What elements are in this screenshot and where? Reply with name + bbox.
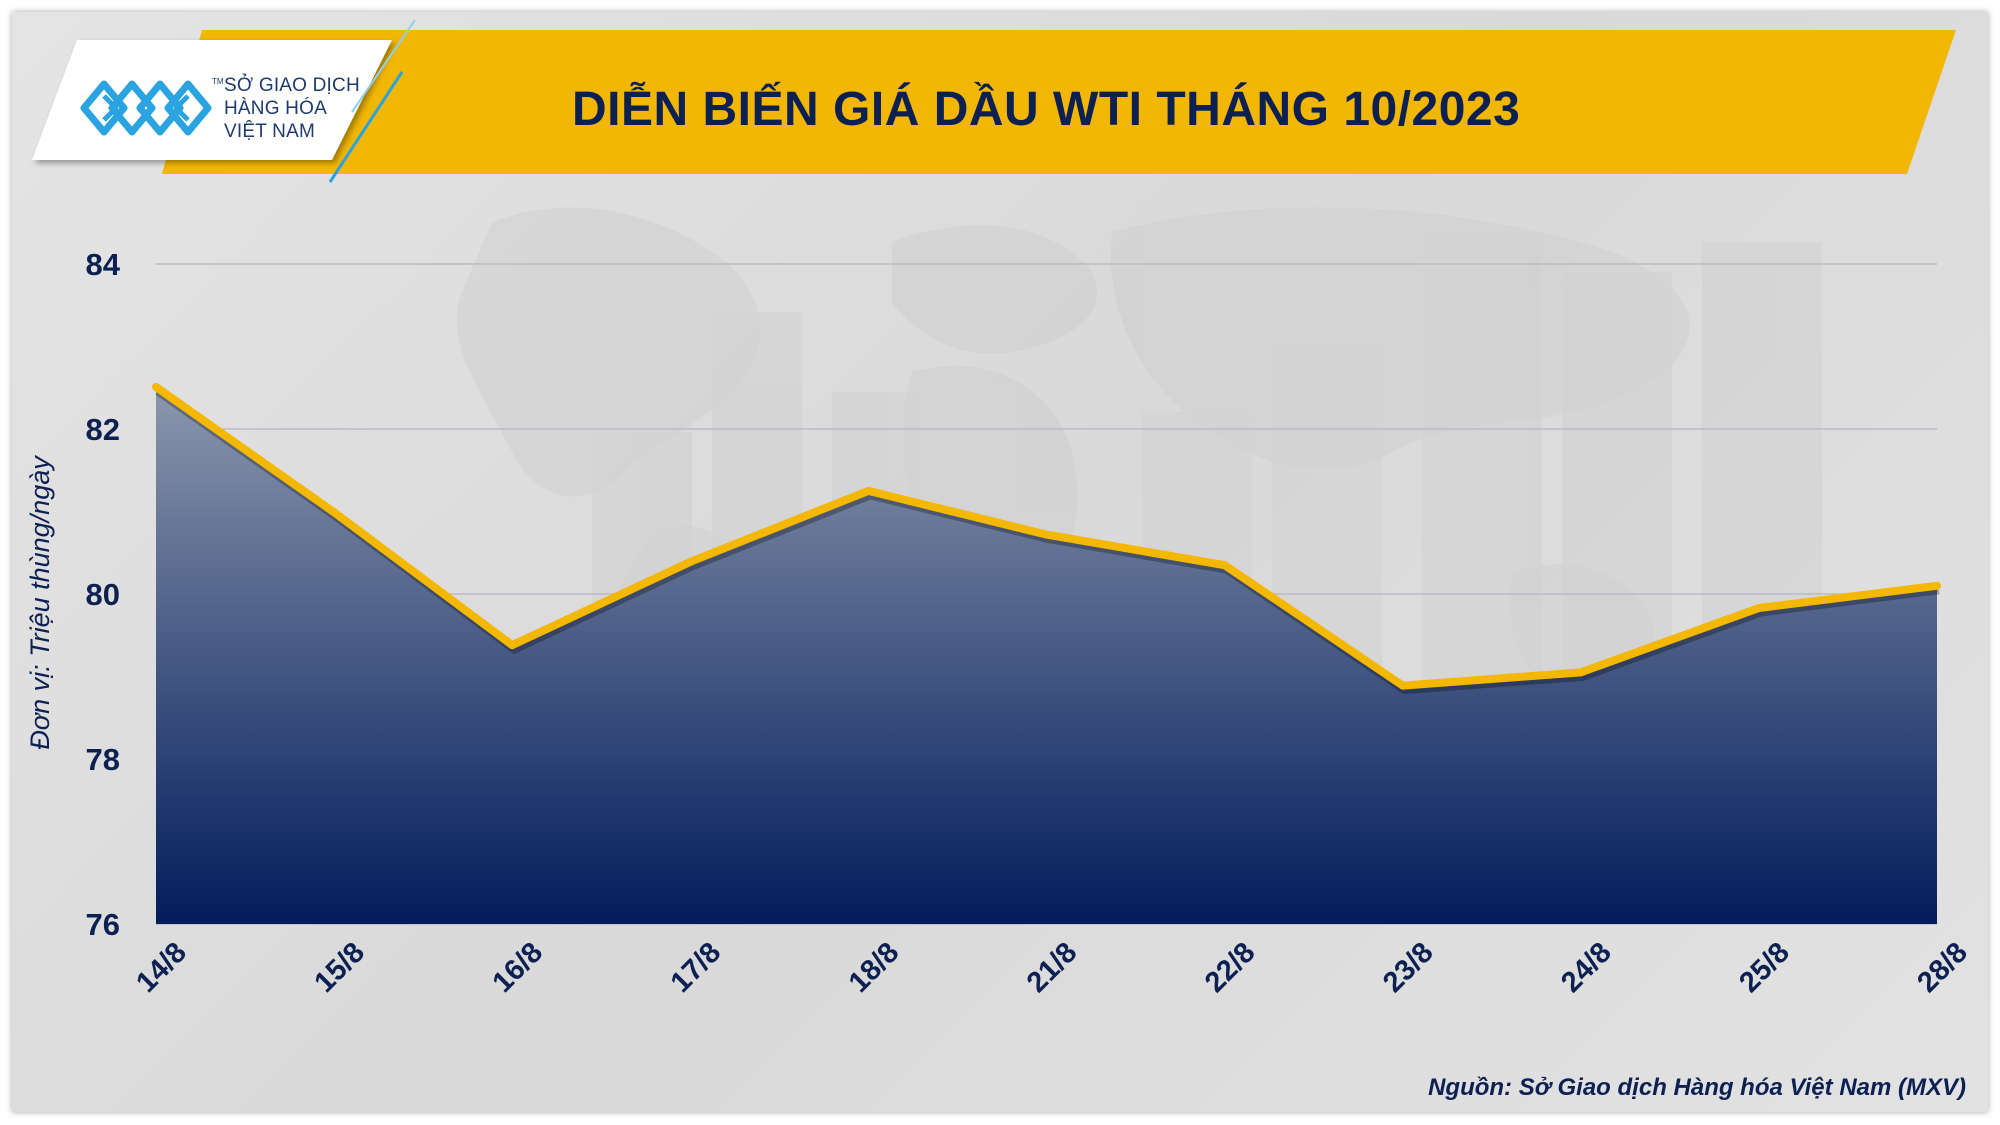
- source-note: Nguồn: Sở Giao dịch Hàng hóa Việt Nam (M…: [1428, 1074, 1966, 1101]
- x-tick-label: 28/8: [1911, 936, 1974, 999]
- data-point: [1042, 530, 1051, 539]
- x-tick-label: 14/8: [130, 936, 193, 999]
- chart-frame: TM SỞ GIAO DỊCH HÀNG HÓA VIỆT NAM DIỄN B…: [12, 12, 1988, 1112]
- price-area-chart: 76 78 80 82 84 14/8 15/8 16/8 17/8 18/8 21/8 22/8 2…: [25, 247, 1974, 999]
- data-point: [1220, 561, 1229, 570]
- y-tick-label: 76: [86, 907, 120, 942]
- line-series: [152, 382, 1941, 695]
- y-axis-ticks: 76 78 80 82 84: [86, 247, 121, 942]
- data-point: [508, 641, 517, 650]
- logo-line-2: HÀNG HÓA: [224, 98, 327, 119]
- x-tick-label: 15/8: [308, 936, 371, 999]
- title-banner: [162, 30, 1956, 174]
- y-tick-label: 80: [86, 577, 120, 612]
- logo-accent-line-2: [351, 19, 416, 113]
- y-tick-label: 78: [86, 742, 120, 777]
- y-tick-label: 82: [86, 412, 120, 447]
- data-point: [1398, 681, 1407, 690]
- logo-line-3: VIỆT NAM: [224, 121, 315, 142]
- data-point: [864, 486, 873, 495]
- data-point: [1754, 604, 1763, 613]
- logo-card: [32, 40, 392, 160]
- data-point: [152, 382, 160, 391]
- data-point: [1933, 581, 1941, 590]
- x-tick-label: 25/8: [1733, 936, 1796, 999]
- x-tick-label: 18/8: [843, 936, 906, 999]
- logo-line-1: SỞ GIAO DỊCH: [224, 75, 360, 96]
- title-band: TM: [32, 19, 1956, 183]
- trademark-mark: TM: [212, 77, 224, 86]
- x-tick-label: 22/8: [1199, 936, 1262, 999]
- x-tick-label: 17/8: [665, 936, 728, 999]
- data-point: [1576, 668, 1585, 677]
- y-tick-label: 84: [86, 247, 121, 282]
- chart-title: DIỄN BIẾN GIÁ DẦU WTI THÁNG 10/2023: [572, 83, 1521, 136]
- x-tick-label: 23/8: [1377, 936, 1440, 999]
- x-axis-ticks: 14/8 15/8 16/8 17/8 18/8 21/8 22/8 23/8 24/8 25/8…: [130, 936, 1974, 999]
- area-series: [156, 386, 1937, 924]
- logo-accent-line: [328, 71, 404, 183]
- mxv-logo-icon: [80, 80, 212, 136]
- logo-text: SỞ GIAO DỊCH HÀNG HÓA VIỆT NAM: [224, 74, 360, 143]
- x-tick-label: 21/8: [1021, 936, 1084, 999]
- x-tick-label: 24/8: [1555, 936, 1618, 999]
- y-axis-title: Đơn vị: Triệu thùng/ngày: [25, 455, 55, 750]
- data-point: [686, 557, 695, 566]
- x-tick-label: 16/8: [487, 936, 550, 999]
- area-fill: [156, 386, 1937, 924]
- data-point: [330, 508, 339, 517]
